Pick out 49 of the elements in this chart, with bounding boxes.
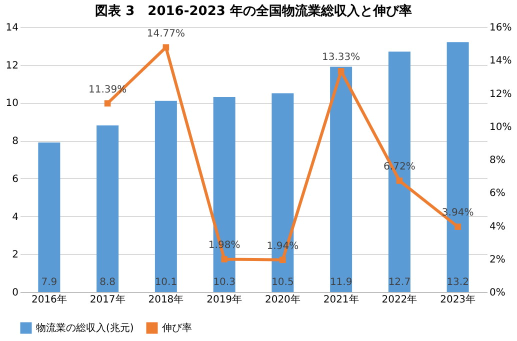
y2-tick-label: 16%	[490, 22, 512, 34]
y-tick-label: 12	[6, 60, 18, 72]
y-tick-label: 4	[12, 212, 18, 223]
bar	[154, 100, 177, 292]
point	[396, 178, 403, 184]
data-label: 14.77%	[146, 28, 186, 40]
y2-tick-label: 0%	[490, 288, 506, 298]
x-tick-label: 2022年	[382, 294, 418, 306]
x-tick-label: 2016年	[31, 294, 67, 306]
x-tick-label: 2021年	[323, 294, 359, 306]
x-tick-label: 2019年	[206, 294, 242, 306]
x-tick-label: 2018年	[148, 294, 184, 306]
data-label: 11.9	[330, 277, 352, 288]
y-tick-label: 8	[12, 136, 18, 148]
point	[221, 256, 228, 262]
y2-tick-label: 10%	[490, 122, 512, 133]
point	[162, 44, 170, 51]
data-label: 13.33%	[322, 52, 360, 64]
chart-title: 図表 3 2016-2023 年の全国物流業総収入と伸び率	[95, 3, 412, 19]
y2-tick-label: 14%	[490, 56, 512, 67]
legend-label: 物流業の総収入(兆元)	[36, 322, 134, 334]
bar	[330, 66, 352, 292]
y-tick-label: 14	[6, 22, 18, 34]
data-label: 13.2	[446, 277, 469, 288]
x-tick-label: 2017年	[90, 294, 126, 306]
y-tick-label: 2	[12, 250, 18, 261]
bar	[96, 125, 119, 292]
y-tick-label: 0	[12, 288, 18, 298]
y2-tick-label: 12%	[490, 88, 512, 100]
y2-tick-label: 8%	[490, 155, 506, 166]
point	[454, 224, 461, 230]
point	[338, 68, 344, 74]
y-tick-label: 10	[6, 98, 18, 110]
data-label: 7.9	[41, 277, 58, 288]
data-label: 10.3	[213, 277, 236, 288]
y2-tick-label: 4%	[490, 221, 506, 232]
data-label: 12.7	[388, 277, 411, 288]
point	[104, 100, 111, 107]
bar	[38, 142, 60, 292]
data-label: 10.1	[154, 277, 178, 288]
x-tick-label: 2023年	[440, 294, 476, 306]
data-label: 8.8	[100, 277, 116, 288]
data-label: 10.5	[272, 277, 294, 288]
y2-tick-label: 2%	[490, 254, 506, 266]
y-tick-label: 6	[12, 174, 18, 185]
point	[280, 256, 286, 264]
legend-label: 伸び率	[162, 322, 192, 334]
y2-tick-label: 6%	[490, 188, 506, 200]
x-tick-label: 2020年	[264, 294, 300, 306]
